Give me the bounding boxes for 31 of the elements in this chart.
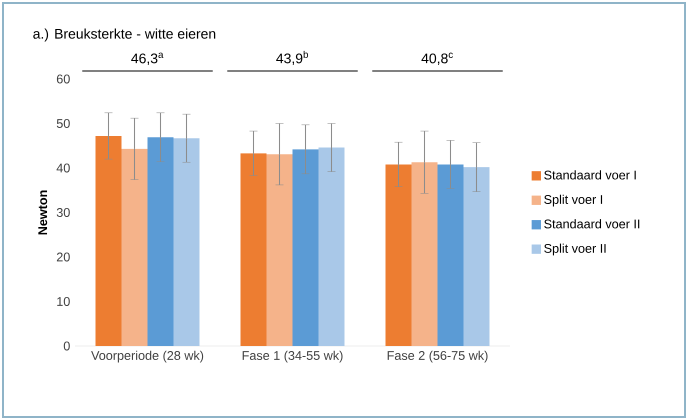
bar <box>266 154 292 346</box>
legend-label: Split voer II <box>544 244 606 256</box>
y-tick-label: 20 <box>56 252 70 262</box>
bar <box>148 137 174 346</box>
y-tick-label: 60 <box>56 74 70 84</box>
bar <box>96 136 122 346</box>
bar <box>412 162 438 346</box>
bar <box>174 138 200 346</box>
legend-label: Standaard voer II <box>544 219 640 228</box>
bar <box>318 148 344 346</box>
x-tick-label: Fase 2 (56-75 wk) <box>388 350 488 362</box>
y-axis-title: Newton <box>38 190 48 234</box>
text: 40,8$^{c}$ <box>421 52 453 65</box>
y-tick-label: 10 <box>57 297 70 306</box>
bar <box>292 149 318 346</box>
text: 43,9$^{b}$ <box>276 50 308 65</box>
legend-label: Standaard voer I <box>544 170 636 180</box>
y-tick-label: 0 <box>64 342 70 350</box>
text: 46,3$^{a}$ <box>131 52 164 65</box>
y-tick-label: 30 <box>56 208 70 217</box>
bar <box>122 148 148 346</box>
x-tick-label: Voorperiode (28 wk) <box>91 350 204 362</box>
bar <box>386 164 412 346</box>
x-tick-label: Fase 1 (34-55 wk) <box>242 350 343 362</box>
y-tick-label: 50 <box>56 119 70 128</box>
y-tick-label: 40 <box>56 164 70 172</box>
bar <box>240 153 266 346</box>
legend-label: Split voer I <box>544 194 602 206</box>
bar <box>438 164 464 346</box>
chart-title: a.) Breuksterkte - witte eieren <box>33 28 216 42</box>
bar <box>464 167 490 346</box>
